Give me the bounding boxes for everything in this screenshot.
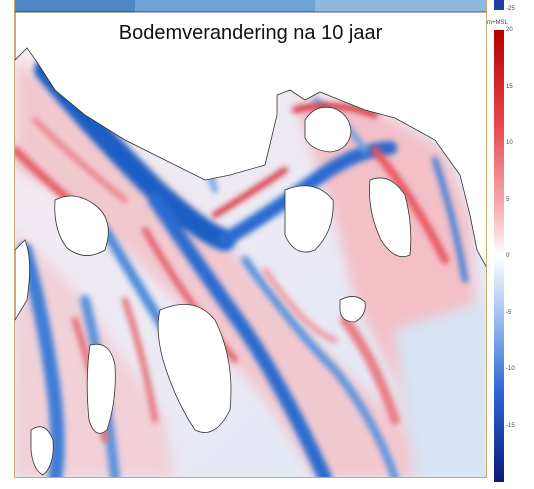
island-centre [284,185,334,253]
island-left [54,195,109,256]
land-areas [15,11,486,476]
colorbar-top-partial-label: -25 [506,6,515,12]
colorbar-previous-segment [494,0,504,10]
colorbar-tick-label: -15 [506,422,515,429]
map-panel: Bodemverandering na 10 jaar [14,0,487,478]
colorbar-tick-label: 0 [506,253,510,259]
bed-change-map [15,0,486,477]
island-west [15,239,30,321]
colorbar-unit: m+MSL [487,20,508,26]
island-south [86,343,116,434]
colorbar-tick-label: 15 [506,83,513,90]
colorbar-tick-label: 10 [506,140,513,146]
island-ring [304,106,352,153]
colorbar-gradient [494,30,504,482]
map-title: Bodemverandering na 10 jaar [118,22,383,44]
island-large [157,304,232,433]
island-small [339,296,366,323]
top-strip-part [315,0,486,12]
colorbar-legend: -25 m+MSL 20 15 10 5 0 -5 -10 -15 [487,0,534,489]
top-strip-part [15,0,135,12]
colorbar-tick-label: 20 [506,27,513,33]
colorbar-tick-label: -10 [506,366,515,372]
island-sw [30,426,54,476]
land-top [15,11,486,268]
island-right [369,177,412,258]
colorbar-tick-label: -5 [506,309,512,316]
colorbar-tick-label: 5 [506,196,510,203]
